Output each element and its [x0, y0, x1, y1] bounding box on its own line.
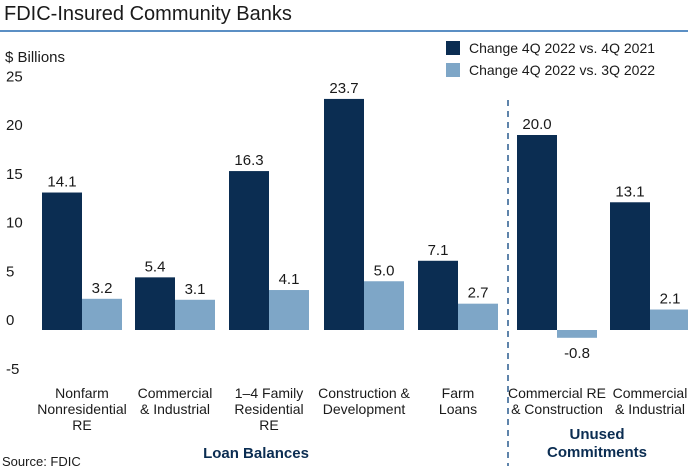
legend-label: Change 4Q 2022 vs. 3Q 2022 — [469, 62, 655, 78]
y-tick-label: 15 — [6, 166, 23, 183]
group-label: Loan Balances — [203, 445, 309, 462]
data-label: 20.0 — [522, 116, 551, 133]
bar-annual — [324, 98, 364, 330]
y-tick-label: 5 — [6, 263, 14, 280]
legend-swatch — [446, 63, 460, 77]
group-label: Unused — [569, 426, 624, 443]
y-tick-label: 0 — [6, 312, 14, 329]
category-label: Farm — [442, 385, 475, 401]
category-label: Commercial RE — [508, 385, 606, 401]
category-label: Commercial — [613, 385, 688, 401]
category-label: 1–4 Family — [235, 385, 303, 401]
data-label: 16.3 — [234, 152, 263, 169]
bar-quarterly — [269, 290, 309, 330]
category-label: & Industrial — [615, 401, 685, 417]
group-label: Commitments — [547, 444, 647, 461]
y-tick-label: 10 — [6, 215, 23, 232]
data-label: 4.1 — [279, 271, 300, 288]
category-label: Commercial — [138, 385, 213, 401]
legend-label: Change 4Q 2022 vs. 4Q 2021 — [469, 40, 655, 56]
bar-quarterly — [650, 309, 688, 330]
bar-quarterly — [458, 303, 498, 330]
data-label: 7.1 — [428, 242, 449, 259]
bar-quarterly — [82, 298, 122, 330]
category-label: Nonfarm — [55, 385, 109, 401]
data-label: 14.1 — [47, 174, 76, 191]
category-label: Development — [323, 401, 406, 417]
y-tick-label: -5 — [6, 361, 19, 378]
source-note: Source: FDIC — [2, 454, 81, 466]
category-label: Nonresidential — [37, 401, 127, 417]
category-label: RE — [259, 417, 278, 433]
y-tick-label: 25 — [6, 68, 23, 85]
data-label: 3.2 — [92, 280, 113, 297]
data-label: -0.8 — [564, 345, 590, 362]
category-label: Residential — [234, 401, 303, 417]
bar-annual — [517, 135, 557, 330]
bar-quarterly — [364, 281, 404, 330]
y-axis-label: $ Billions — [5, 49, 65, 66]
bar-quarterly — [175, 299, 215, 330]
bar-quarterly — [557, 330, 597, 338]
bar-annual — [42, 192, 82, 330]
chart-title: FDIC-Insured Community Banks — [4, 3, 292, 25]
bar-annual — [418, 260, 458, 330]
category-label: & Construction — [511, 401, 603, 417]
data-label: 2.1 — [660, 291, 681, 308]
data-label: 5.0 — [374, 262, 395, 279]
category-label: RE — [72, 417, 91, 433]
data-label: 2.7 — [468, 285, 489, 302]
category-label: & Industrial — [140, 401, 210, 417]
data-label: 5.4 — [145, 258, 166, 275]
category-label: Construction & — [318, 385, 410, 401]
bar-annual — [135, 277, 175, 330]
category-label: Loans — [439, 401, 477, 417]
y-tick-label: 20 — [6, 117, 23, 134]
data-label: 23.7 — [329, 80, 358, 97]
legend-swatch — [446, 41, 460, 55]
data-label: 3.1 — [185, 281, 206, 298]
data-label: 13.1 — [615, 183, 644, 200]
title-rule — [0, 30, 688, 32]
bar-annual — [229, 171, 269, 330]
bar-annual — [610, 202, 650, 330]
